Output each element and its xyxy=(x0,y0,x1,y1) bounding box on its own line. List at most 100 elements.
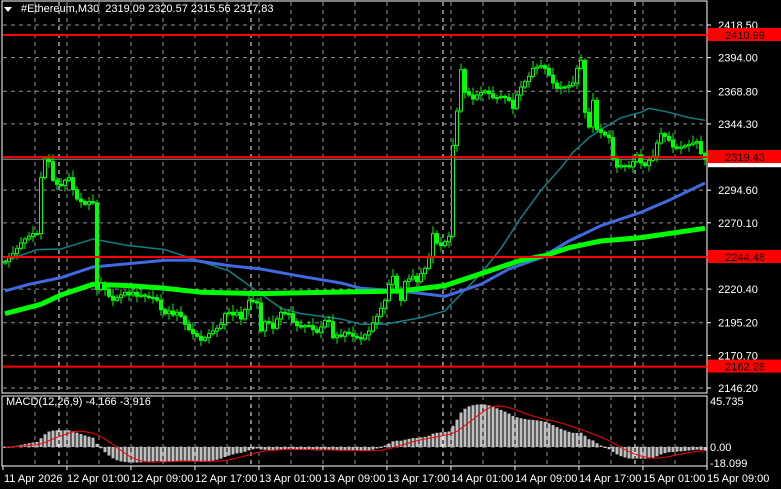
macd-signal-line xyxy=(4,405,706,463)
candle xyxy=(119,288,123,304)
candle-body xyxy=(259,302,263,332)
macd-histogram-bar xyxy=(67,430,71,447)
macd-histogram-bar xyxy=(355,447,359,451)
candle-body xyxy=(659,133,663,144)
candle xyxy=(627,160,631,169)
macd-histogram-bar xyxy=(39,438,43,447)
macd-histogram-bar xyxy=(131,447,135,463)
candle-body xyxy=(223,313,227,325)
time-axis-label: 11 Apr 2026 xyxy=(4,473,63,485)
candle-body xyxy=(463,69,467,93)
macd-histogram-bar xyxy=(259,447,263,450)
macd-histogram-bar xyxy=(607,447,611,450)
candle xyxy=(515,91,519,111)
candle-body xyxy=(599,129,603,133)
candle xyxy=(355,332,359,340)
candle-body xyxy=(347,331,351,335)
candle xyxy=(299,319,303,329)
candle-body xyxy=(99,282,103,291)
candle xyxy=(163,307,167,316)
macd-histogram-bar xyxy=(359,447,363,452)
price-axis-label: 2344.30 xyxy=(718,119,758,131)
candle-body xyxy=(35,233,39,236)
candle-body xyxy=(511,99,515,109)
macd-histogram-bar xyxy=(59,430,63,447)
candle xyxy=(223,311,227,331)
candle xyxy=(403,279,407,303)
candle xyxy=(435,230,439,245)
candle-body xyxy=(75,189,79,200)
candle-body xyxy=(191,329,195,335)
macd-histogram-bar xyxy=(443,431,447,447)
macd-histogram-bar xyxy=(703,447,707,451)
macd-histogram-bar xyxy=(451,425,455,447)
candle-body xyxy=(355,335,359,339)
macd-histogram-bar xyxy=(679,447,683,452)
time-axis-label: 13 Apr 17:00 xyxy=(387,473,449,485)
candle-body xyxy=(399,291,403,301)
macd-histogram-bar xyxy=(427,435,431,447)
candle-body xyxy=(411,275,415,280)
macd-histogram-bar xyxy=(475,404,479,447)
candle xyxy=(375,312,379,329)
macd-histogram-bar xyxy=(455,419,459,447)
candle xyxy=(123,290,127,297)
candle xyxy=(559,80,563,95)
macd-histogram-bar xyxy=(367,447,371,451)
candle xyxy=(395,272,399,295)
candle-body xyxy=(407,278,411,283)
candle xyxy=(439,236,443,252)
macd-histogram-bar xyxy=(579,432,583,447)
candle-body xyxy=(175,311,179,316)
candle xyxy=(307,320,311,328)
candle xyxy=(167,306,171,320)
candle-body xyxy=(307,325,311,328)
macd-histogram-bar xyxy=(595,443,599,447)
macd-histogram-bar xyxy=(515,417,519,447)
macd-histogram-bar xyxy=(47,431,51,447)
macd-histogram-bar xyxy=(423,436,427,447)
candle-body xyxy=(563,86,567,89)
candle xyxy=(607,130,611,144)
candle-body xyxy=(119,294,123,299)
macd-histogram-bar xyxy=(347,447,351,451)
macd-axis-label: 45.735 xyxy=(710,396,744,408)
macd-histogram-bar xyxy=(351,447,355,451)
candle-body xyxy=(79,198,83,203)
triangle-down-icon[interactable] xyxy=(4,6,12,12)
candle-body xyxy=(239,311,243,320)
candle-body xyxy=(687,143,691,147)
macd-histogram-bar xyxy=(659,447,663,455)
level-price-tag xyxy=(708,150,781,164)
candle-body xyxy=(375,315,379,324)
macd-histogram-bar xyxy=(271,447,275,451)
candle-body xyxy=(67,177,71,181)
candle xyxy=(335,331,339,344)
candle xyxy=(63,178,67,192)
candle xyxy=(275,315,279,331)
macd-histogram-bar xyxy=(251,447,255,450)
candle xyxy=(411,268,415,281)
candle-body xyxy=(167,310,171,315)
candle xyxy=(103,280,107,296)
candle-body xyxy=(679,146,683,149)
candle-body xyxy=(315,329,319,333)
time-axis-label: 12 Apr 17:00 xyxy=(195,473,257,485)
macd-histogram-bar xyxy=(235,447,239,454)
candle xyxy=(55,176,59,191)
candle-body xyxy=(443,241,447,247)
level-price-label: 2162.28 xyxy=(725,362,765,374)
macd-histogram-bar xyxy=(419,437,423,447)
macd-histogram-bar xyxy=(147,447,151,462)
candle-body xyxy=(51,161,55,181)
candle xyxy=(527,71,531,88)
candle-body xyxy=(91,201,95,204)
candle xyxy=(423,266,427,280)
candle xyxy=(271,315,275,335)
candle xyxy=(431,226,435,264)
time-axis-label: 12 Apr 01:00 xyxy=(67,473,129,485)
macd-histogram-bar xyxy=(215,447,219,460)
macd-histogram-bar xyxy=(43,434,47,447)
candle-body xyxy=(523,81,527,88)
